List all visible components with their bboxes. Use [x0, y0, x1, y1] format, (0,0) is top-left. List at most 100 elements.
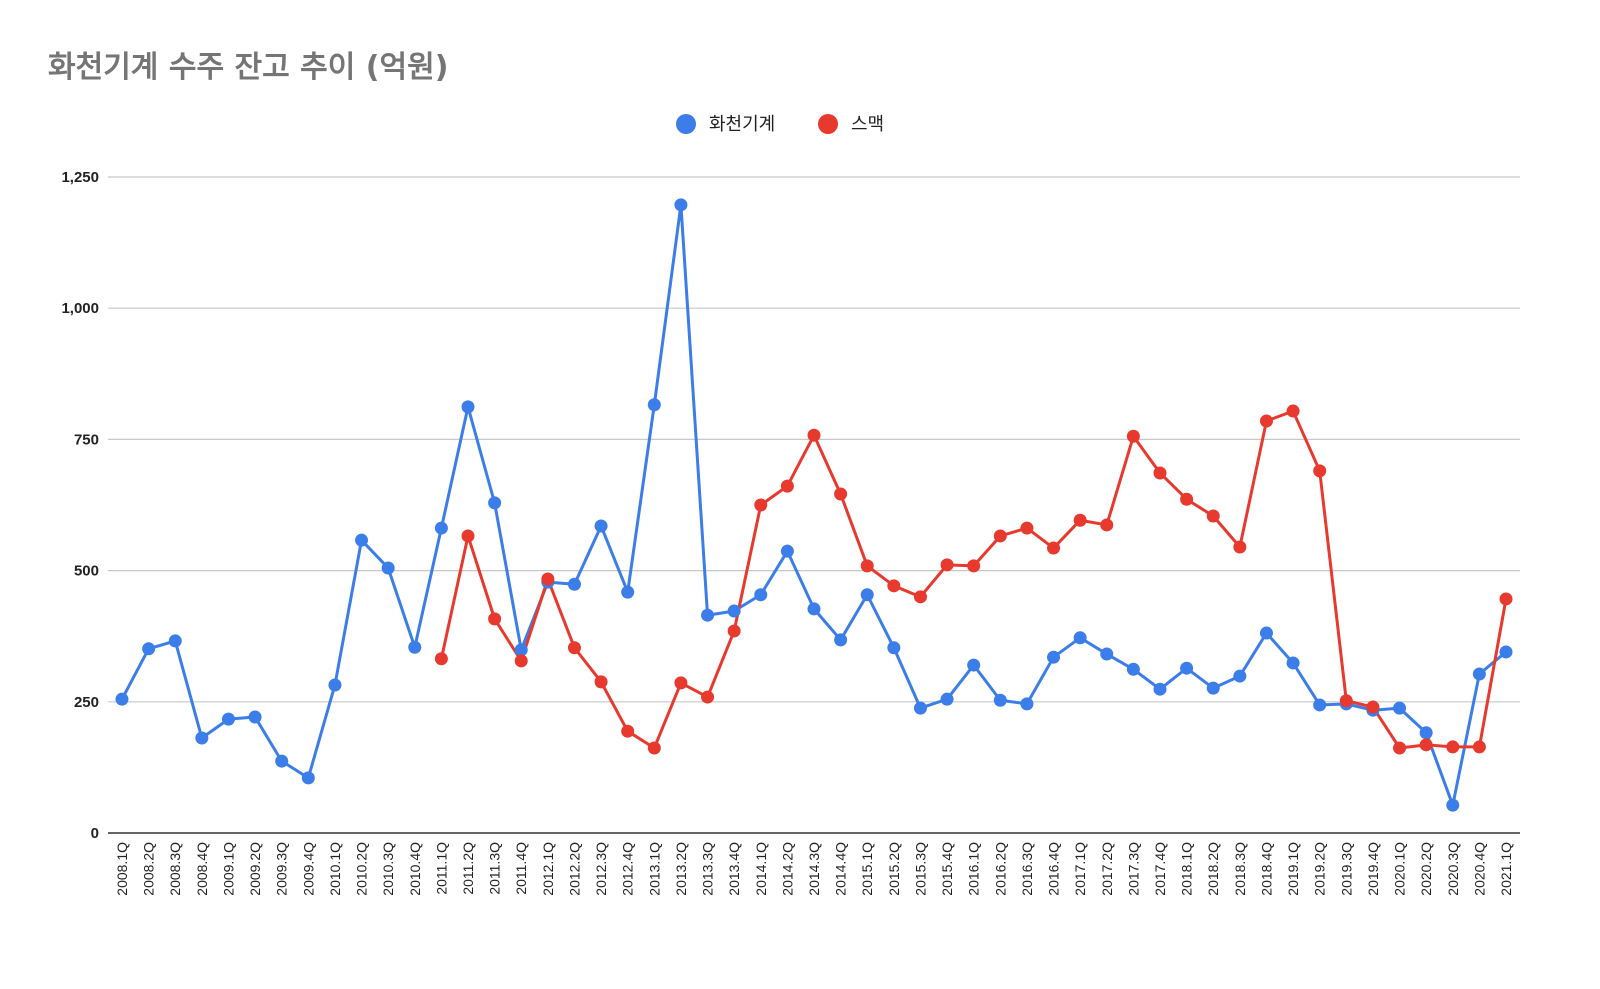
data-point [221, 712, 235, 726]
data-point [1446, 740, 1460, 754]
data-point [514, 654, 528, 668]
data-point [621, 585, 635, 599]
x-tick-label: 2020.4Q [1471, 842, 1487, 896]
x-tick-label: 2013.2Q [673, 842, 689, 896]
data-point [355, 533, 369, 547]
data-point [913, 590, 927, 604]
data-point [1180, 492, 1194, 506]
data-point [1020, 521, 1034, 535]
x-tick-label: 2016.3Q [1019, 842, 1035, 896]
y-tick-label: 500 [74, 563, 99, 580]
data-point [887, 641, 901, 655]
legend-label: 화천기계 [709, 114, 775, 135]
data-point [674, 198, 688, 212]
data-point [594, 519, 608, 533]
x-tick-label: 2011.1Q [433, 842, 449, 895]
data-point [1499, 592, 1513, 606]
data-point [647, 398, 661, 412]
x-tick-label: 2008.3Q [167, 842, 183, 896]
data-point [594, 675, 608, 689]
x-tick-label: 2015.4Q [939, 842, 955, 896]
x-tick-label: 2015.2Q [886, 842, 902, 896]
x-tick-label: 2020.2Q [1418, 842, 1434, 896]
x-tick-label: 2018.3Q [1232, 842, 1248, 896]
data-point [860, 559, 874, 573]
data-point [647, 741, 661, 755]
x-tick-label: 2013.3Q [700, 842, 716, 896]
x-tick-label: 2019.2Q [1312, 842, 1328, 896]
chart-title: 화천기계 수주 잔고 추이 (억원) [48, 50, 449, 85]
data-point [993, 693, 1007, 707]
data-point [488, 612, 502, 626]
x-tick-label: 2011.4Q [513, 842, 529, 895]
x-tick-label: 2009.3Q [274, 842, 290, 896]
data-point [993, 529, 1007, 543]
y-tick-label: 750 [74, 431, 99, 448]
data-point [1126, 429, 1140, 443]
x-tick-label: 2011.3Q [487, 842, 503, 895]
x-tick-label: 2017.1Q [1072, 842, 1088, 896]
data-point [434, 652, 448, 666]
x-tick-label: 2016.2Q [992, 842, 1008, 896]
x-tick-label: 2014.2Q [779, 842, 795, 896]
data-point [168, 634, 182, 648]
data-point [674, 676, 688, 690]
x-tick-label: 2018.4Q [1258, 842, 1274, 896]
x-tick-label: 2013.4Q [726, 842, 742, 896]
data-point [834, 487, 848, 501]
x-tick-label: 2014.3Q [806, 842, 822, 896]
data-point [381, 561, 395, 575]
x-tick-label: 2021.1Q [1498, 842, 1514, 896]
data-point [1366, 700, 1380, 714]
y-tick-label: 1,000 [61, 300, 99, 317]
data-point [301, 771, 315, 785]
data-point [1233, 669, 1247, 683]
y-tick-label: 0 [91, 825, 99, 842]
data-point [1286, 656, 1300, 670]
x-tick-label: 2015.3Q [912, 842, 928, 896]
data-point [1419, 726, 1433, 740]
data-point [940, 692, 954, 706]
data-point [541, 572, 555, 586]
x-tick-label: 2009.2Q [247, 842, 263, 896]
data-point [488, 496, 502, 510]
x-tick-label: 2019.4Q [1365, 842, 1381, 896]
x-tick-label: 2016.1Q [966, 842, 982, 896]
data-point [1339, 694, 1353, 708]
x-tick-label: 2018.2Q [1205, 842, 1221, 896]
data-point [1100, 518, 1114, 532]
data-point [834, 633, 848, 647]
x-tick-label: 2012.3Q [593, 842, 609, 896]
x-tick-label: 2010.1Q [327, 842, 343, 896]
x-tick-label: 2018.1Q [1179, 842, 1195, 896]
y-tick-label: 1,250 [61, 169, 99, 186]
x-tick-label: 2009.1Q [220, 842, 236, 896]
data-point [1313, 698, 1327, 712]
x-tick-label: 2012.4Q [620, 842, 636, 896]
data-point [967, 559, 981, 573]
data-point [754, 498, 768, 512]
data-point [514, 643, 528, 657]
x-tick-label: 2017.4Q [1152, 842, 1168, 896]
data-point [1446, 798, 1460, 812]
data-point [807, 602, 821, 616]
data-point [701, 690, 715, 704]
data-point [621, 724, 635, 738]
x-tick-label: 2008.4Q [194, 842, 210, 896]
x-tick-label: 2017.2Q [1099, 842, 1115, 896]
data-point [780, 544, 794, 558]
x-tick-label: 2015.1Q [859, 842, 875, 896]
data-point [780, 479, 794, 493]
x-tick-label: 2019.1Q [1285, 842, 1301, 896]
data-point [195, 731, 209, 745]
data-point [1126, 662, 1140, 676]
data-point [1153, 682, 1167, 696]
data-point [1047, 541, 1061, 555]
data-point [1419, 738, 1433, 752]
x-tick-label: 2012.1Q [540, 842, 556, 896]
data-point [967, 658, 981, 672]
data-point [142, 642, 156, 656]
data-point [408, 640, 422, 654]
legend-label: 스맥 [851, 114, 884, 135]
